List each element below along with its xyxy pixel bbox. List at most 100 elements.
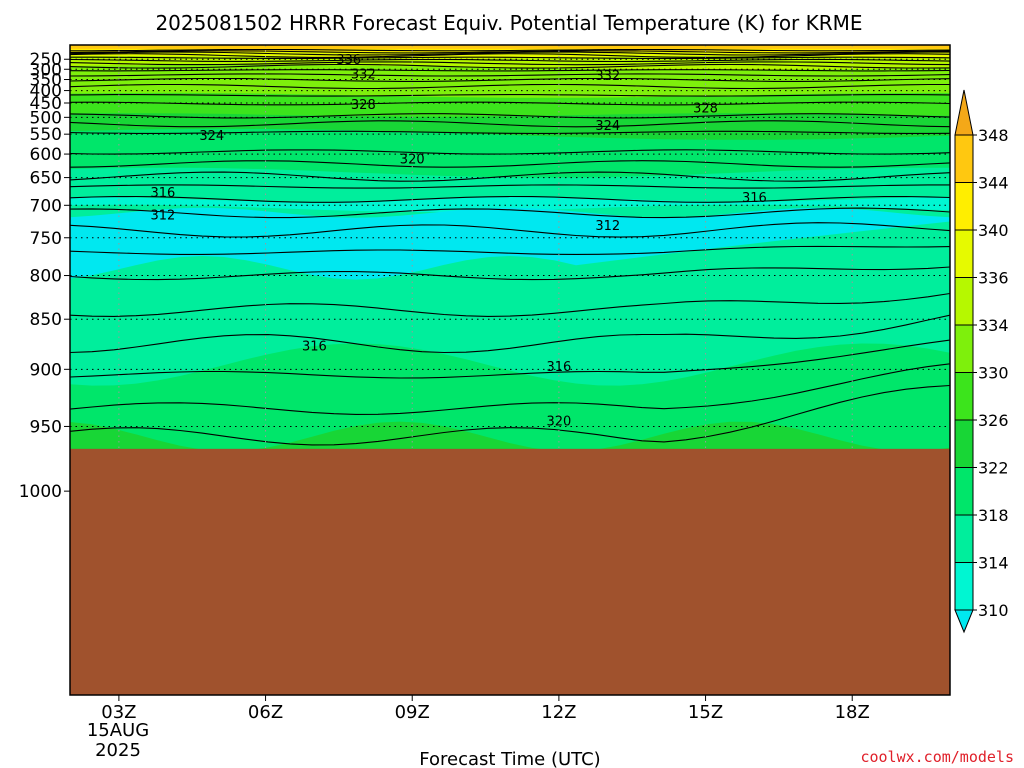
contour-label: 316 bbox=[742, 191, 767, 206]
y-tick-label: 1000 bbox=[19, 482, 62, 502]
contour-label: 316 bbox=[150, 186, 175, 201]
colorbar-label: 314 bbox=[978, 554, 1009, 573]
colorbar-segment bbox=[954, 182, 974, 231]
band-cold-pool bbox=[70, 207, 950, 280]
y-tick-label: 400 bbox=[30, 82, 62, 102]
contour-line bbox=[70, 314, 950, 354]
colorbar-label: 334 bbox=[978, 316, 1009, 335]
contour-line bbox=[70, 56, 950, 59]
contour-line bbox=[70, 184, 950, 189]
x-tick-label: 09Z bbox=[395, 702, 430, 723]
y-tick-label: 850 bbox=[30, 310, 62, 330]
contour-line bbox=[70, 101, 950, 106]
contour-line bbox=[70, 207, 950, 219]
contour-line bbox=[70, 51, 950, 56]
y-tick-label: 450 bbox=[30, 94, 62, 114]
contour-label: 328 bbox=[693, 102, 718, 117]
colorbar-label: 326 bbox=[978, 411, 1009, 430]
y-tick-label: 700 bbox=[30, 196, 62, 216]
colorbar-label: 318 bbox=[978, 506, 1009, 525]
colorbar-label: 344 bbox=[978, 174, 1009, 193]
colorbar-label: 348 bbox=[978, 126, 1009, 145]
contour-line bbox=[70, 339, 950, 379]
band-12 bbox=[70, 45, 950, 49]
contour-label: 316 bbox=[302, 339, 327, 354]
contour-label: 312 bbox=[595, 219, 620, 234]
contour-line bbox=[70, 171, 950, 182]
contour-lines bbox=[70, 48, 950, 446]
colorbar-label: 340 bbox=[978, 221, 1009, 240]
x-tick-label: 03Z bbox=[101, 702, 136, 723]
contour-line bbox=[70, 222, 950, 238]
contour-line bbox=[70, 113, 950, 119]
colorbar-label: 330 bbox=[978, 364, 1009, 383]
x-tick-label: 15Z bbox=[688, 702, 723, 723]
contour-label: 320 bbox=[400, 152, 425, 167]
contour-line bbox=[70, 292, 950, 317]
contour-line bbox=[70, 83, 950, 90]
y-tick-label: 650 bbox=[30, 169, 62, 189]
colorbar-segment bbox=[954, 229, 974, 278]
colorbar-segment bbox=[954, 419, 974, 468]
colorbar-label: 322 bbox=[978, 459, 1009, 478]
contour-line bbox=[70, 245, 950, 255]
colorbar-label: 336 bbox=[978, 269, 1009, 288]
contour-line bbox=[70, 50, 950, 54]
colorbar: 348 344 340 336 334 330 326 322 318 314 310 bbox=[954, 89, 1009, 634]
y-tick-label: 250 bbox=[30, 50, 62, 70]
y-tick-label: 350 bbox=[30, 71, 62, 91]
colorbar-top-arrow bbox=[954, 89, 974, 136]
contour-line bbox=[70, 61, 950, 66]
colorbar-segment bbox=[954, 467, 974, 516]
x-tick-label: 18Z bbox=[835, 702, 870, 723]
contour-label: 332 bbox=[595, 69, 620, 84]
x-tick-label: 06Z bbox=[248, 702, 283, 723]
x-axis-title: Forecast Time (UTC) bbox=[419, 749, 600, 768]
contour-label: 312 bbox=[150, 209, 175, 224]
contour-line bbox=[70, 63, 950, 69]
chart-title: 2025081502 HRRR Forecast Equiv. Potentia… bbox=[155, 11, 862, 35]
contour-label: 328 bbox=[351, 98, 376, 113]
contour-line bbox=[70, 73, 950, 77]
ground-fill bbox=[70, 448, 950, 695]
colorbar-segment bbox=[954, 372, 974, 421]
y-tick-label: 800 bbox=[30, 267, 62, 287]
colorbar-segment bbox=[954, 514, 974, 563]
contour-line bbox=[70, 160, 950, 168]
contour-line bbox=[70, 53, 950, 58]
contour-line bbox=[70, 266, 950, 281]
date-label-year: 2025 bbox=[95, 740, 141, 761]
y-tick-label: 300 bbox=[30, 60, 62, 80]
contour-line bbox=[70, 120, 950, 128]
y-tick-label: 950 bbox=[30, 417, 62, 437]
contour-line bbox=[70, 69, 950, 72]
x-tick-label: 12Z bbox=[541, 702, 576, 723]
colorbar-segment bbox=[954, 277, 974, 326]
contour-line bbox=[70, 94, 950, 97]
contour-label: 324 bbox=[595, 119, 620, 134]
contour-line bbox=[70, 195, 950, 203]
contour-label: 336 bbox=[336, 53, 361, 68]
colorbar-bottom-arrow bbox=[954, 609, 974, 634]
credit-text: coolwx.com/models bbox=[860, 748, 1014, 766]
y-tick-label: 550 bbox=[30, 125, 62, 145]
contour-label: 324 bbox=[199, 129, 224, 144]
date-label-day: 15AUG bbox=[87, 720, 149, 741]
contour-line bbox=[70, 384, 950, 446]
y-tick-label: 900 bbox=[30, 360, 62, 380]
contour-label: 316 bbox=[546, 360, 571, 375]
colorbar-segment bbox=[954, 324, 974, 373]
y-tick-label: 500 bbox=[30, 108, 62, 128]
contour-line bbox=[70, 48, 950, 52]
y-tick-label: 600 bbox=[30, 145, 62, 165]
plot-frame bbox=[69, 44, 951, 696]
contour-line bbox=[70, 130, 950, 134]
x-axis: 03Z 06Z 09Z 12Z 15Z 18Z bbox=[101, 695, 870, 723]
colorbar-segment bbox=[954, 134, 974, 183]
colorbar-label: 310 bbox=[978, 601, 1009, 620]
contour-label: 320 bbox=[546, 414, 571, 429]
colorbar-segment bbox=[954, 562, 974, 611]
